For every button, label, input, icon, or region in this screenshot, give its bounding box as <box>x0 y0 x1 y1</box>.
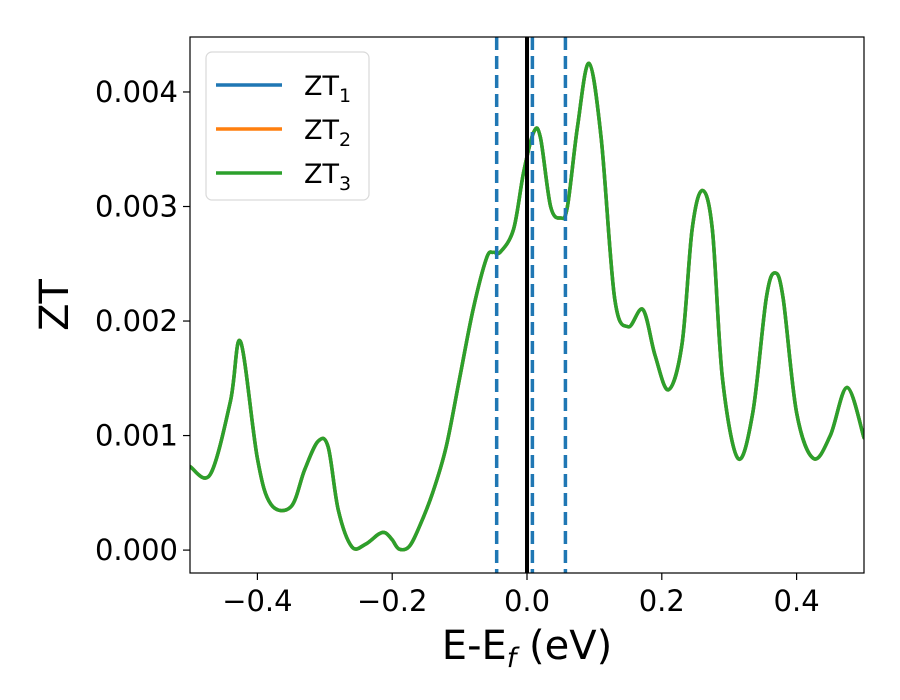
legend-label-zt2: ZT2 <box>304 115 351 151</box>
x-axis-ticks: −0.4 −0.2 0.0 0.2 0.4 <box>222 573 820 618</box>
y-tick-label: 0.002 <box>95 304 178 338</box>
legend-label-zt3: ZT3 <box>304 159 351 195</box>
x-axis-label-main: E-E <box>442 623 507 669</box>
series-line-zt3 <box>190 61 864 552</box>
vline-layer <box>494 37 568 573</box>
series-layer <box>190 61 864 552</box>
y-tick-label: 0.000 <box>95 533 178 567</box>
legend-label-zt1: ZT1 <box>304 71 351 107</box>
legend-entries: ZT1 ZT2 ZT3 <box>216 71 351 195</box>
y-axis-ticks: 0.000 0.001 0.002 0.003 0.004 <box>95 75 190 567</box>
x-tick-label: 0.4 <box>774 584 820 618</box>
x-tick-label: −0.2 <box>357 584 427 618</box>
legend-box <box>205 51 370 201</box>
x-tick-label: −0.4 <box>222 584 292 618</box>
x-tick-label: 0.0 <box>504 584 550 618</box>
x-axis-label: E-Ef (eV) <box>442 623 612 674</box>
y-tick-label: 0.001 <box>95 419 178 453</box>
y-tick-label: 0.003 <box>95 190 178 224</box>
y-tick-label: 0.004 <box>95 75 178 109</box>
y-axis-label: ZT <box>32 279 78 331</box>
x-tick-label: 0.2 <box>639 584 685 618</box>
legend: ZT1 ZT2 ZT3 <box>205 51 370 201</box>
x-axis-label-rest: (eV) <box>516 623 612 669</box>
